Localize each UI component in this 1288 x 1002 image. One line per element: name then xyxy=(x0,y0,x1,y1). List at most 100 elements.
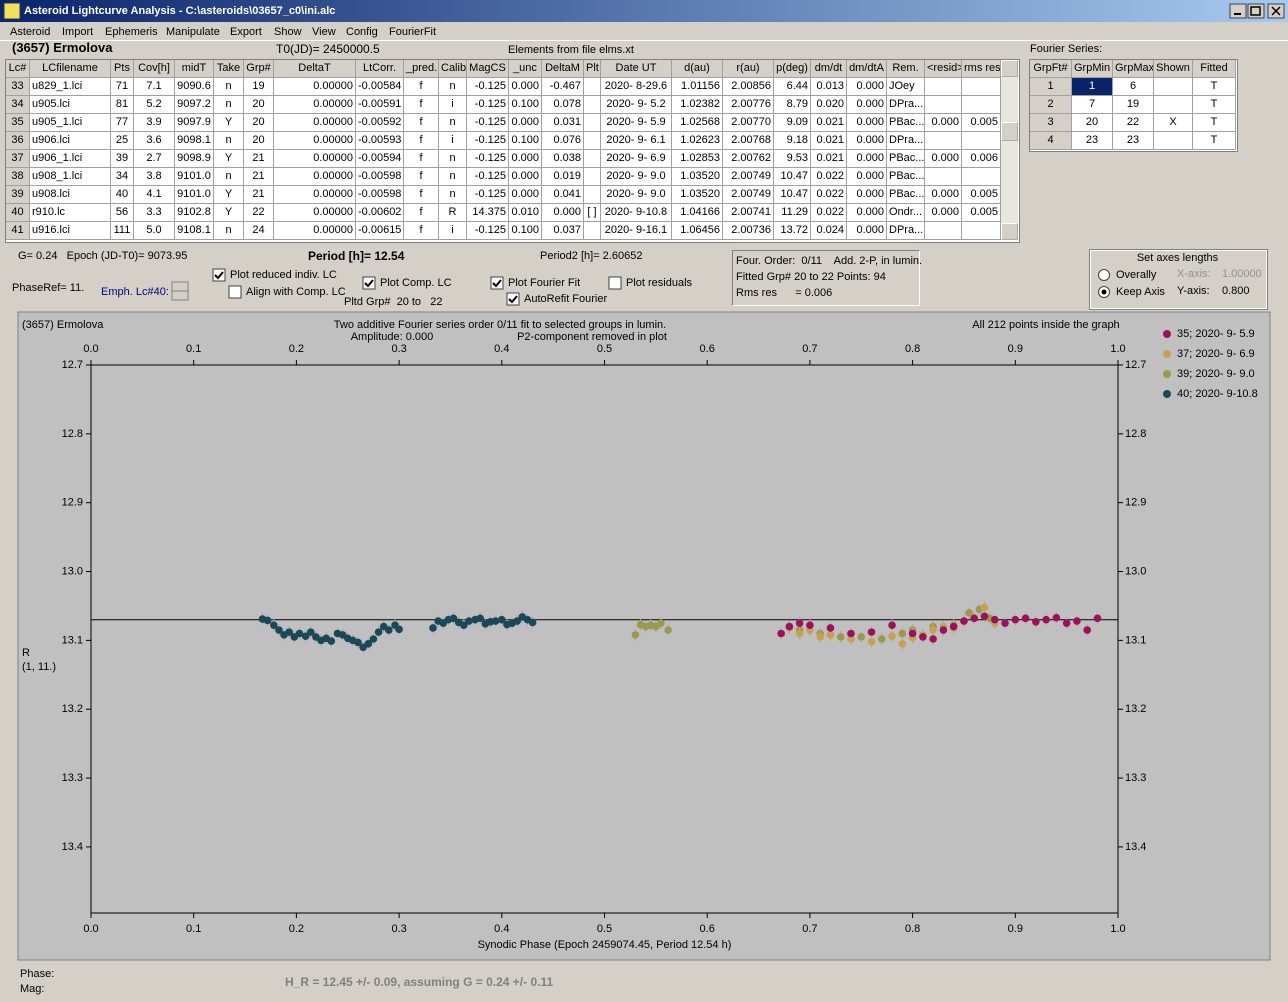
table-cell[interactable]: 3.3 xyxy=(134,204,175,222)
table-cell[interactable]: f xyxy=(404,132,439,150)
table-cell[interactable]: 0.000 xyxy=(847,78,887,96)
fourier-cell[interactable]: 6 xyxy=(1113,78,1154,96)
table-cell[interactable]: 0.000 xyxy=(509,150,542,168)
table-cell[interactable]: 0.006 xyxy=(962,150,1001,168)
table-cell[interactable]: 2020- 9- 5.9 xyxy=(601,114,672,132)
table-cell[interactable]: 9102.8 xyxy=(175,204,214,222)
table-cell[interactable]: 1.03520 xyxy=(672,168,723,186)
table-cell[interactable]: n xyxy=(214,132,244,150)
table-cell[interactable]: 2.00856 xyxy=(723,78,774,96)
table-cell[interactable]: 0.022 xyxy=(811,168,847,186)
menu-item[interactable]: Asteroid xyxy=(10,26,51,38)
table-cell[interactable]: 5.2 xyxy=(134,96,175,114)
fourier-row-header[interactable]: 1 xyxy=(1030,78,1072,96)
table-cell[interactable]: 0.000 xyxy=(847,222,887,240)
table-cell[interactable]: 0.021 xyxy=(811,114,847,132)
table-cell[interactable]: 0.00000 xyxy=(274,168,356,186)
table-cell[interactable]: 9101.0 xyxy=(175,186,214,204)
table-cell[interactable]: i xyxy=(439,96,467,114)
table-cell[interactable]: 2020- 9- 5.2 xyxy=(601,96,672,114)
table-cell[interactable]: f xyxy=(404,222,439,240)
table-cell[interactable]: i xyxy=(439,132,467,150)
table-cell[interactable]: 1.02853 xyxy=(672,150,723,168)
table-cell[interactable]: 0.021 xyxy=(811,132,847,150)
fourier-cell[interactable] xyxy=(1154,96,1193,114)
table-cell[interactable] xyxy=(584,150,601,168)
table-cell[interactable]: f xyxy=(404,168,439,186)
table-cell[interactable]: -0.125 xyxy=(467,222,509,240)
table-cell[interactable]: 77 xyxy=(111,114,134,132)
fourier-cell[interactable]: 19 xyxy=(1113,96,1154,114)
table-cell[interactable]: 1.02568 xyxy=(672,114,723,132)
table-cell[interactable] xyxy=(925,78,962,96)
fourier-cell[interactable]: 1 xyxy=(1072,78,1113,96)
table-cell[interactable]: 0.005 xyxy=(962,186,1001,204)
table-cell[interactable]: -0.00584 xyxy=(356,78,404,96)
table-cell[interactable]: 21 xyxy=(244,168,274,186)
table-cell[interactable]: 0.00000 xyxy=(274,132,356,150)
table-cell[interactable]: 0.022 xyxy=(811,186,847,204)
table-cell[interactable]: n xyxy=(214,222,244,240)
table-cell[interactable]: n xyxy=(439,150,467,168)
fourier-cell[interactable]: X xyxy=(1154,114,1193,132)
table-cell[interactable]: 0.00000 xyxy=(274,96,356,114)
table-cell[interactable]: 2.00749 xyxy=(723,186,774,204)
table-cell[interactable]: 1.01156 xyxy=(672,78,723,96)
table-cell[interactable] xyxy=(925,96,962,114)
table-cell[interactable]: 0.00000 xyxy=(274,186,356,204)
table-cell[interactable]: 2020- 9- 6.1 xyxy=(601,132,672,150)
table-cell[interactable]: 9108.1 xyxy=(175,222,214,240)
window-buttons[interactable] xyxy=(1229,3,1285,19)
scroll-thumb[interactable] xyxy=(1001,122,1018,141)
fourier-cell[interactable]: 22 xyxy=(1113,114,1154,132)
table-cell[interactable]: 0.000 xyxy=(509,114,542,132)
scroll-down[interactable] xyxy=(1001,223,1018,240)
table-cell[interactable]: 9.18 xyxy=(774,132,811,150)
checkbox-label[interactable]: Plot Comp. LC xyxy=(380,277,452,289)
table-cell[interactable]: 1.06456 xyxy=(672,222,723,240)
fourier-row-header[interactable]: 2 xyxy=(1030,96,1072,114)
table-cell[interactable]: 3.6 xyxy=(134,132,175,150)
table-cell[interactable]: 2020- 9- 9.0 xyxy=(601,186,672,204)
table-cell[interactable]: 5.0 xyxy=(134,222,175,240)
table-cell[interactable] xyxy=(962,96,1001,114)
fourier-row-header[interactable]: 4 xyxy=(1030,132,1072,150)
table-cell[interactable]: -0.00598 xyxy=(356,186,404,204)
table-cell[interactable]: -0.467 xyxy=(542,78,584,96)
table-cell[interactable]: u906_1.lci xyxy=(30,150,111,168)
table-cell[interactable]: DPra... xyxy=(887,222,925,240)
table-cell[interactable]: 0.041 xyxy=(542,186,584,204)
table-cell[interactable]: -0.125 xyxy=(467,96,509,114)
table-cell[interactable]: n xyxy=(439,168,467,186)
row-header[interactable]: 36 xyxy=(6,132,30,150)
fourier-cell[interactable]: T xyxy=(1193,96,1236,114)
row-header[interactable]: 41 xyxy=(6,222,30,240)
table-cell[interactable]: 0.000 xyxy=(509,78,542,96)
checkbox[interactable] xyxy=(506,292,520,306)
table-cell[interactable]: n xyxy=(439,114,467,132)
table-cell[interactable]: 0.037 xyxy=(542,222,584,240)
table-cell[interactable]: -0.00592 xyxy=(356,114,404,132)
table-cell[interactable]: 22 xyxy=(244,204,274,222)
table-cell[interactable]: n xyxy=(439,186,467,204)
table-cell[interactable]: u829_1.lci xyxy=(30,78,111,96)
table-cell[interactable]: -0.125 xyxy=(467,114,509,132)
table-cell[interactable] xyxy=(962,132,1001,150)
checkbox-label[interactable]: Align with Comp. LC xyxy=(246,286,346,298)
table-cell[interactable]: 20 xyxy=(244,114,274,132)
table-cell[interactable] xyxy=(584,222,601,240)
checkbox-label[interactable]: Plot reduced indiv. LC xyxy=(230,269,337,281)
table-cell[interactable]: DPra... xyxy=(887,132,925,150)
table-cell[interactable]: -0.125 xyxy=(467,78,509,96)
table-cell[interactable]: Ondr... xyxy=(887,204,925,222)
row-header[interactable]: 38 xyxy=(6,168,30,186)
row-header[interactable]: 39 xyxy=(6,186,30,204)
table-cell[interactable]: 2.00736 xyxy=(723,222,774,240)
table-cell[interactable]: 0.020 xyxy=(811,96,847,114)
fourier-cell[interactable]: 7 xyxy=(1072,96,1113,114)
table-cell[interactable]: 2.00768 xyxy=(723,132,774,150)
table-cell[interactable] xyxy=(962,78,1001,96)
checkbox[interactable] xyxy=(228,285,242,299)
table-cell[interactable] xyxy=(584,78,601,96)
menu-item[interactable]: Export xyxy=(230,26,262,38)
